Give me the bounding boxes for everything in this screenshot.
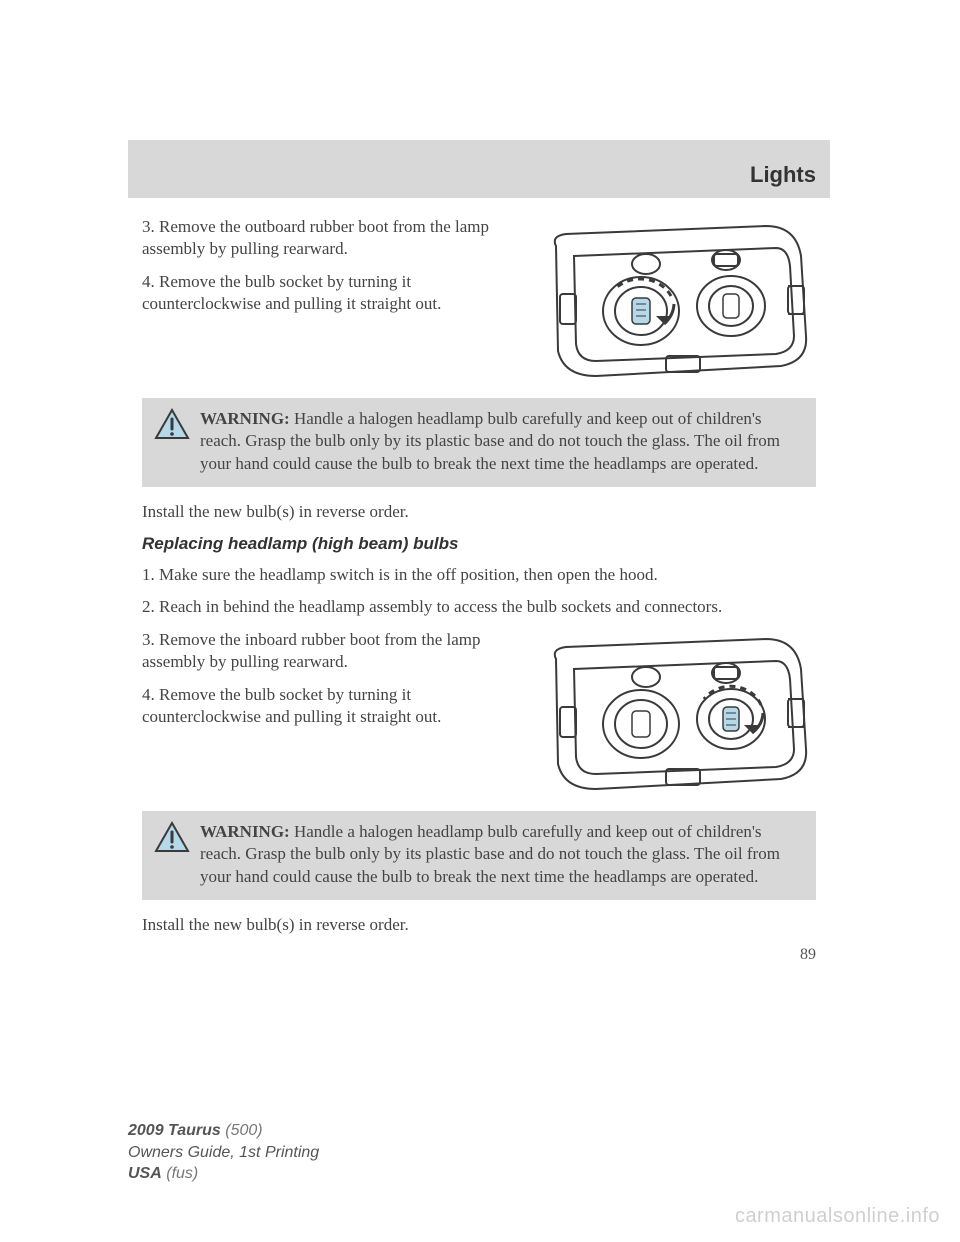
headlamp-diagram-2	[536, 629, 816, 799]
footer-model: 2009 Taurus	[128, 1122, 221, 1139]
subheading-high-beam: Replacing headlamp (high beam) bulbs	[142, 534, 816, 554]
warning-1-text: WARNING: Handle a halogen headlamp bulb …	[200, 408, 804, 475]
section1-row: 3. Remove the outboard rubber boot from …	[142, 216, 816, 386]
step-3a: 3. Remove the outboard rubber boot from …	[142, 216, 518, 261]
install-reverse-2: Install the new bulb(s) in reverse order…	[142, 914, 816, 936]
step-1b: 1. Make sure the headlamp switch is in t…	[142, 564, 816, 586]
warning-triangle-icon	[154, 408, 190, 440]
step-4a: 4. Remove the bulb socket by turning it …	[142, 271, 518, 316]
install-reverse-1: Install the new bulb(s) in reverse order…	[142, 501, 816, 523]
headlamp-svg-1	[536, 216, 816, 386]
warning-box-1: WARNING: Handle a halogen headlamp bulb …	[142, 398, 816, 487]
footer-guide: Owners Guide, 1st Printing	[128, 1142, 319, 1164]
content-area: 3. Remove the outboard rubber boot from …	[128, 216, 830, 936]
footer-region: USA	[128, 1165, 162, 1182]
header-bar: Lights	[128, 140, 830, 198]
footer-model-paren: (500)	[225, 1122, 262, 1139]
step-4b: 4. Remove the bulb socket by turning it …	[142, 684, 518, 729]
warning-2-label: WARNING:	[200, 822, 290, 841]
section1-text: 3. Remove the outboard rubber boot from …	[142, 216, 518, 386]
headlamp-diagram-1	[536, 216, 816, 386]
step-2b: 2. Reach in behind the headlamp assembly…	[142, 596, 816, 618]
section2-text: 3. Remove the inboard rubber boot from t…	[142, 629, 518, 799]
warning-box-2: WARNING: Handle a halogen headlamp bulb …	[142, 811, 816, 900]
step-3b: 3. Remove the inboard rubber boot from t…	[142, 629, 518, 674]
footer-region-paren: (fus)	[166, 1165, 198, 1182]
page-number: 89	[128, 946, 830, 964]
warning-2-text: WARNING: Handle a halogen headlamp bulb …	[200, 821, 804, 888]
watermark-text: carmanualsonline.info	[735, 1205, 940, 1228]
headlamp-svg-2	[536, 629, 816, 799]
warning-triangle-icon	[154, 821, 190, 853]
footer-block: 2009 Taurus (500) Owners Guide, 1st Prin…	[128, 1120, 319, 1185]
section-title: Lights	[750, 162, 816, 188]
warning-1-label: WARNING:	[200, 409, 290, 428]
page-container: Lights 3. Remove the outboard rubber boo…	[128, 140, 830, 964]
section2-row: 3. Remove the inboard rubber boot from t…	[142, 629, 816, 799]
